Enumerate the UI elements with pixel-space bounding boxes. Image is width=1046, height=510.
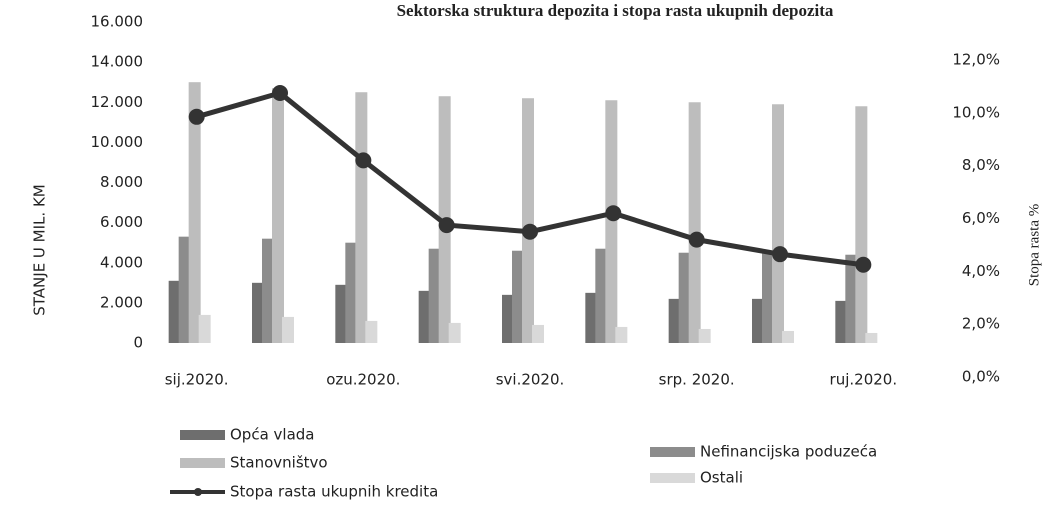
line-marker (272, 85, 288, 102)
y-tick-label: 10.000 (91, 133, 144, 151)
y2-tick-label: 10,0% (952, 103, 1000, 121)
x-tick-label: srp. 2020. (659, 371, 735, 389)
line-marker (855, 256, 872, 273)
x-tick-label: ruj.2020. (830, 371, 898, 389)
bar (688, 102, 701, 343)
bar (428, 248, 441, 343)
x-tick-label: ozu.2020. (326, 371, 400, 389)
y-tick-label: 2.000 (100, 293, 143, 311)
legend-label: Opća vlada (230, 426, 315, 444)
y2-tick-label: 0,0% (962, 368, 1000, 386)
bar (502, 294, 514, 343)
bar (772, 104, 784, 343)
bar (198, 314, 211, 343)
y2-axis-label: Stopa rasta % (1026, 204, 1042, 286)
y2-tick-label: 2,0% (962, 315, 1000, 333)
line-marker (438, 217, 455, 234)
y-tick-label: 0 (133, 334, 143, 352)
y-tick-label: 6.000 (100, 213, 143, 231)
bar (668, 298, 681, 343)
bar (272, 88, 284, 343)
bar (835, 300, 848, 343)
bar (522, 98, 534, 343)
legend-label: Stanovništvo (230, 454, 328, 472)
y2-tick-label: 6,0% (962, 209, 1000, 227)
y2-tick-label: 8,0% (962, 156, 1000, 174)
bar (595, 248, 608, 343)
bar (855, 106, 868, 343)
y2-tick-label: 12,0% (952, 51, 1000, 69)
legend-swatch (180, 458, 225, 468)
bar (262, 238, 274, 343)
bar (678, 252, 691, 343)
bar (335, 284, 348, 343)
x-tick-label: svi.2020. (496, 371, 565, 389)
bar (512, 250, 524, 343)
legend-swatch (650, 473, 695, 483)
y-tick-label: 16.000 (91, 13, 144, 31)
legend-label: Ostali (700, 469, 743, 487)
line-marker (355, 152, 372, 169)
legend-marker (194, 488, 202, 496)
bar (252, 282, 264, 343)
bar (845, 254, 858, 343)
line-marker (605, 205, 622, 222)
line-marker (688, 231, 705, 248)
bar (532, 324, 544, 343)
bar (448, 322, 461, 343)
bar (178, 236, 191, 343)
bar (282, 316, 294, 343)
y-tick-label: 14.000 (91, 53, 144, 71)
y-tick-label: 4.000 (100, 253, 143, 271)
bar (782, 330, 794, 343)
bar (188, 82, 201, 343)
chart-title: Sektorska struktura depozita i stopa ras… (397, 1, 834, 20)
line-marker (522, 223, 538, 240)
legend-label: Nefinancijska poduzeća (700, 443, 877, 461)
legend-swatch (180, 430, 225, 440)
bar (355, 92, 368, 343)
x-tick-label: sij.2020. (165, 371, 229, 389)
line-marker (772, 246, 788, 263)
bar (168, 280, 181, 343)
y2-tick-label: 4,0% (962, 262, 1000, 280)
y-tick-label: 8.000 (100, 173, 143, 191)
y-axis-label: STANJE U MIL. KM (31, 184, 49, 315)
bar (605, 100, 618, 344)
legend-swatch (650, 447, 695, 457)
bar (698, 328, 711, 343)
bar (615, 326, 628, 343)
line-marker (188, 108, 205, 125)
legend-label: Stopa rasta ukupnih kredita (230, 483, 438, 501)
bar (418, 290, 431, 343)
bar (762, 252, 774, 343)
y-tick-label: 12.000 (91, 93, 144, 111)
bar (585, 292, 598, 343)
bar (365, 320, 378, 343)
bar (345, 242, 358, 343)
bar (752, 298, 764, 343)
bar (865, 332, 878, 343)
